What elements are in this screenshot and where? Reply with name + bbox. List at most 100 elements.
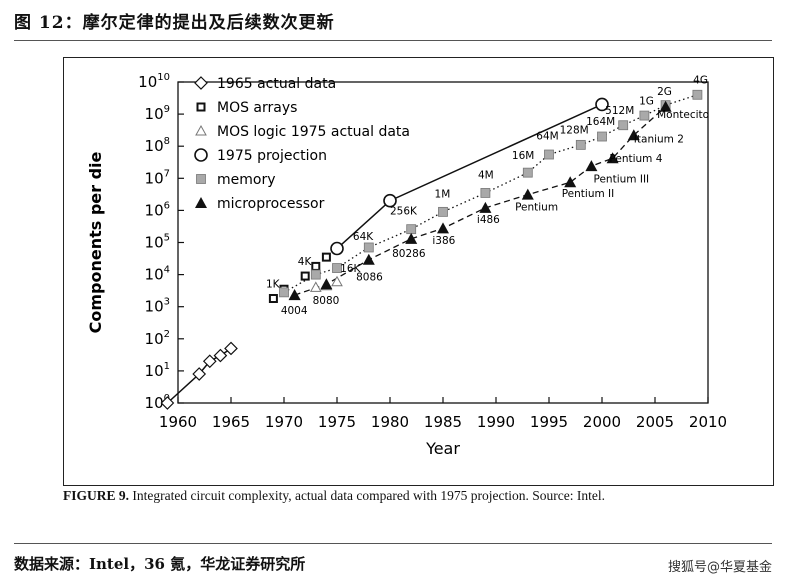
1965-actual-data-point xyxy=(224,341,238,356)
legend-label: MOS logic 1975 actual data xyxy=(217,124,410,140)
1965-actual-data-point xyxy=(202,354,217,369)
data-label: 16M xyxy=(512,150,534,162)
memory-point xyxy=(597,131,607,142)
1975-projection-point xyxy=(330,241,344,256)
microprocessor-point xyxy=(479,201,492,213)
memory-point xyxy=(544,149,554,160)
memory-point xyxy=(279,287,289,298)
x-tick-label: 2010 xyxy=(689,413,727,431)
caption-text: Integrated circuit complexity, actual da… xyxy=(129,488,605,503)
chart-frame xyxy=(63,57,774,486)
legend-marker xyxy=(196,174,206,184)
memory-point xyxy=(639,110,650,121)
microprocessor-point xyxy=(564,176,577,188)
1975-projection-point xyxy=(595,97,609,112)
microprocessor-point xyxy=(627,129,640,141)
legend-label: microprocessor xyxy=(217,196,325,212)
microprocessor-point xyxy=(659,100,672,112)
x-tick-label: 1980 xyxy=(371,413,409,431)
y-tick-label: 103 xyxy=(145,297,170,316)
y-axis-label: Components per die xyxy=(86,151,105,333)
legend-marker xyxy=(194,148,208,162)
1965-actual-data-point xyxy=(160,396,175,410)
data-label: 4004 xyxy=(281,305,308,317)
microprocessor-point xyxy=(606,152,619,164)
data-label: Pentium III xyxy=(594,173,650,185)
data-label: Itanium 2 xyxy=(634,134,684,146)
memory-point xyxy=(522,167,533,178)
data-label: Pentium xyxy=(515,201,558,213)
mos-arrays-point xyxy=(311,261,321,271)
data-label: 8086 xyxy=(356,272,383,284)
data-label: Pentium II xyxy=(562,188,615,200)
x-tick-label: 1990 xyxy=(477,413,515,431)
mos-arrays-point xyxy=(321,252,331,262)
x-axis-label: Year xyxy=(425,439,460,458)
legend-marker xyxy=(196,102,206,112)
data-label: 16K xyxy=(340,263,361,275)
data-label: 4M xyxy=(478,169,494,181)
bottom-rule xyxy=(14,543,772,544)
x-tick-label: 1985 xyxy=(424,413,462,431)
x-tick-label: 1960 xyxy=(159,413,197,431)
memory-point xyxy=(575,139,586,150)
data-label: 1M xyxy=(435,189,451,201)
data-label: 4G xyxy=(693,74,708,86)
legend-marker xyxy=(195,197,207,208)
microprocessor-point xyxy=(585,160,598,172)
legend-marker xyxy=(195,124,207,136)
x-tick-label: 1965 xyxy=(212,413,250,431)
y-tick-label: 107 xyxy=(145,168,170,187)
data-label: 128M xyxy=(560,124,589,136)
x-tick-label: 2005 xyxy=(636,413,674,431)
x-tick-label: 1995 xyxy=(530,413,568,431)
data-label: 256K xyxy=(390,205,418,217)
microprocessor-point xyxy=(362,253,375,265)
data-source-note: 数据来源：Intel，36 氪，华龙证券研究所 xyxy=(14,555,306,573)
memory-point xyxy=(406,224,417,235)
figure-caption: FIGURE 9. Integrated circuit complexity,… xyxy=(63,487,763,505)
data-label: 4K xyxy=(298,256,313,268)
caption-label: FIGURE 9. xyxy=(63,488,130,503)
x-tick-label: 2000 xyxy=(583,413,621,431)
memory-point xyxy=(332,263,342,273)
data-label: Montecito xyxy=(657,109,709,121)
data-label: 1G xyxy=(639,95,654,107)
data-label: 80286 xyxy=(392,248,426,260)
y-tick-label: 109 xyxy=(145,104,170,123)
microprocessor-point xyxy=(521,188,534,200)
data-label: 64M xyxy=(536,131,558,143)
mos-arrays-point xyxy=(300,271,310,281)
y-tick-label: 108 xyxy=(145,136,170,155)
data-label: 512M xyxy=(605,105,634,117)
watermark: 搜狐号@华夏基金 xyxy=(667,560,772,575)
y-tick-label: 106 xyxy=(145,200,170,219)
data-label: 64K xyxy=(353,231,374,243)
mos-arrays-point xyxy=(268,294,278,304)
moores-law-chart: 1960 1965 1970 1975 1980 1985 1990 1995 2000 2005… xyxy=(86,72,727,458)
x-tick-label: 1975 xyxy=(318,413,356,431)
data-label: Pentium 4 xyxy=(609,153,662,165)
mos-logic-1975-actual-data-point xyxy=(309,281,322,292)
microprocessor-point xyxy=(320,278,333,290)
legend-marker xyxy=(194,76,208,90)
y-tick-label: 1010 xyxy=(138,72,170,91)
1965-actual-data-point xyxy=(192,367,207,381)
memory-point xyxy=(692,89,703,100)
x-tick-label: 1970 xyxy=(265,413,303,431)
legend-label: 1975 projection xyxy=(217,148,327,164)
legend-label: 1965 actual data xyxy=(217,76,336,92)
y-tick-label: 102 xyxy=(145,329,170,348)
microprocessor-point xyxy=(288,289,301,301)
y-tick-label: 101 xyxy=(145,361,170,380)
y-tick-label: 105 xyxy=(145,233,170,252)
microprocessor-point xyxy=(437,222,449,234)
legend-label: memory xyxy=(217,172,276,188)
memory-point xyxy=(438,206,448,217)
data-label: 1K xyxy=(266,278,281,290)
microprocessor-line xyxy=(294,106,667,296)
1975-projection-point xyxy=(383,193,397,208)
1965-actual-data-point xyxy=(213,348,228,363)
y-tick-label: 104 xyxy=(145,265,170,284)
microprocessor-point xyxy=(405,232,418,244)
